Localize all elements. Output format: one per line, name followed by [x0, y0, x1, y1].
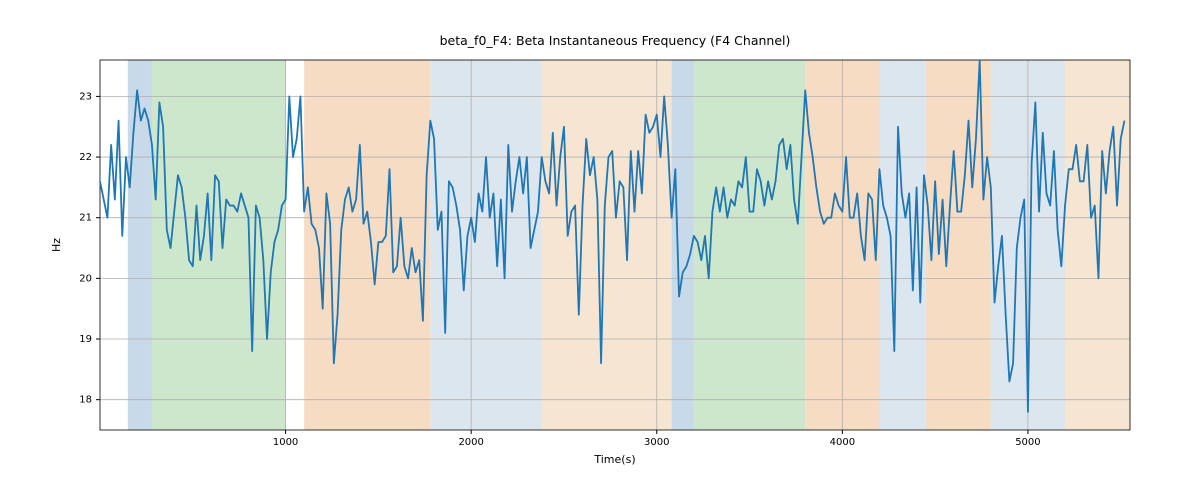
- ytick-label: 22: [79, 152, 92, 163]
- shaded-region: [672, 60, 694, 430]
- ytick-label: 20: [79, 273, 92, 284]
- x-axis-label: Time(s): [593, 453, 635, 466]
- shaded-regions-group: [128, 60, 1130, 430]
- y-axis-label: Hz: [50, 238, 63, 252]
- chart-title: beta_f0_F4: Beta Instantaneous Frequency…: [440, 33, 791, 48]
- xtick-label: 1000: [273, 437, 298, 448]
- xtick-label: 4000: [830, 437, 855, 448]
- ytick-label: 19: [79, 334, 92, 345]
- ytick-label: 21: [79, 213, 92, 224]
- shaded-region: [152, 60, 286, 430]
- xtick-label: 3000: [644, 437, 669, 448]
- shaded-region: [304, 60, 430, 430]
- xtick-label: 5000: [1015, 437, 1040, 448]
- line-chart: 1000 2000 3000 4000 5000 18 19 20 21 22 23 beta_f…: [0, 0, 1200, 500]
- ytick-label: 23: [79, 91, 92, 102]
- ytick-label: 18: [79, 395, 92, 406]
- shaded-region: [542, 60, 672, 430]
- xtick-label: 2000: [458, 437, 483, 448]
- chart-container: 1000 2000 3000 4000 5000 18 19 20 21 22 23 beta_f…: [0, 0, 1200, 500]
